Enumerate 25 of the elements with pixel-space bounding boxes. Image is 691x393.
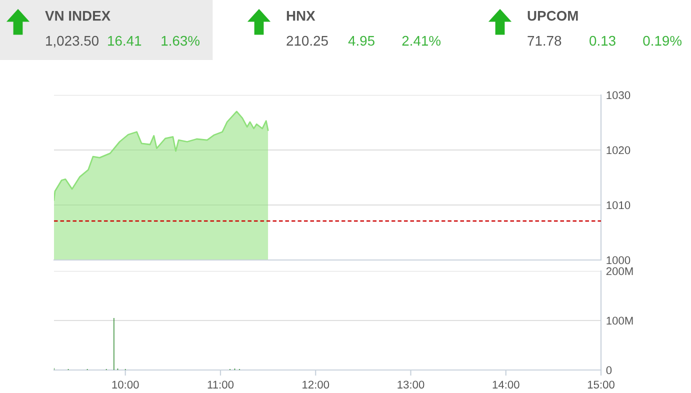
x-tick-label: 10:00: [112, 380, 139, 389]
text: 1.63%: [162, 36, 200, 46]
text: 1,023.50: [46, 36, 99, 48]
text: 16.41: [108, 36, 142, 46]
y-tick-label: 1020: [606, 146, 630, 154]
x-tick-label: 12:00: [302, 380, 330, 389]
y-tick-label: 1010: [606, 201, 630, 210]
text: 71.78: [528, 36, 562, 46]
x-tick-label: 15:00: [588, 380, 614, 389]
x-tick-label: 11:00: [208, 380, 234, 389]
y-tick-label: 1000: [606, 256, 630, 264]
x-tick-label: 13:00: [398, 380, 424, 389]
text: UPCOM: [528, 10, 578, 21]
text: VN INDEX: [45, 11, 110, 21]
text: 4.95: [348, 36, 374, 46]
text: 210.25: [286, 36, 328, 46]
x-tick-label: 14:00: [492, 380, 520, 389]
y-tick-label: 1030: [606, 91, 630, 100]
text: HNX: [286, 11, 316, 21]
y-tick-label: 0: [606, 366, 612, 374]
y-tick-label: 200M: [606, 267, 633, 276]
text: 2.41%: [402, 36, 441, 46]
text: 0.13: [590, 36, 616, 46]
y-tick-label: 100M: [606, 316, 633, 325]
text: 0.19%: [643, 36, 682, 46]
